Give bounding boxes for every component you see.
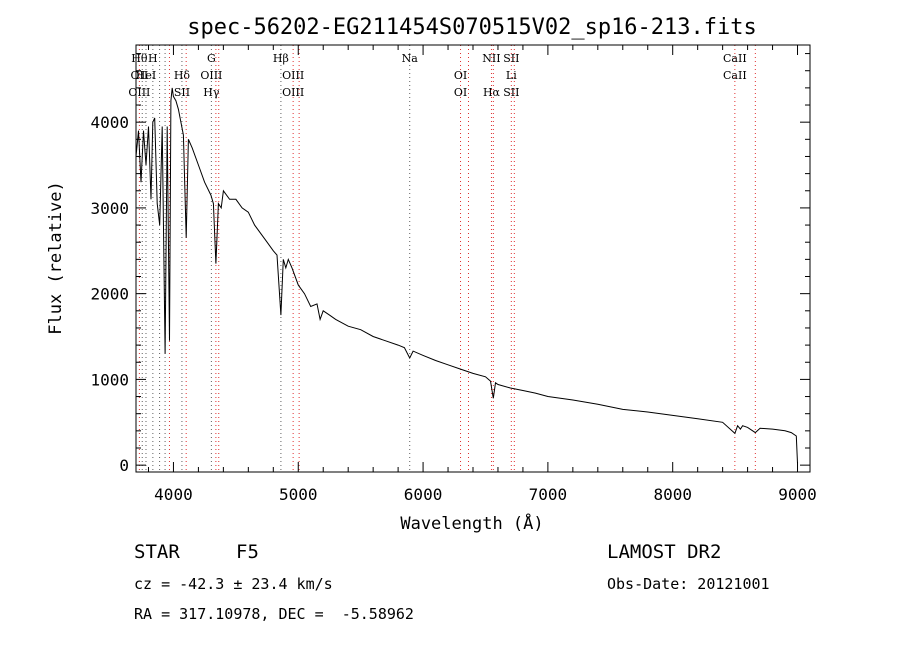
line-label-bot-20: SII <box>503 86 519 99</box>
line-label-mid-2: HeI <box>136 69 156 82</box>
line-label-mid-13: OIII <box>282 69 304 82</box>
line-label-top-20: SII <box>503 52 519 65</box>
line-label-top-3: H <box>148 52 158 65</box>
line-label-top-12: Hβ <box>273 52 289 65</box>
spectral-line-labels: Hθ OII OIII HeI H Hδ SII G OIII Hγ Hβ OIII OIII Na OI O… <box>128 52 746 99</box>
object-subclass: F5 <box>236 541 259 563</box>
line-label-bot-0: OIII <box>128 86 150 99</box>
line-label-bot-16: OI <box>454 86 467 99</box>
x-tick-label-1: 5000 <box>279 485 318 504</box>
x-tick-label-5: 9000 <box>778 485 817 504</box>
x-tick-label-2: 6000 <box>404 485 443 504</box>
ra-dec: RA = 317.10978, DEC = -5.58962 <box>134 605 414 623</box>
line-label-mid-7: Hδ <box>174 69 191 82</box>
y-tick-label-0: 0 <box>119 456 129 475</box>
line-label-mid-0: OII <box>131 69 149 82</box>
x-tick-label-3: 7000 <box>529 485 568 504</box>
y-tick-label-2: 2000 <box>90 285 129 304</box>
object-class: STAR <box>134 541 180 563</box>
x-tick-label-0: 4000 <box>154 485 193 504</box>
line-label-top-15: Na <box>402 52 419 65</box>
y-tick-label-4: 4000 <box>90 113 129 132</box>
obs-date: Obs-Date: 20121001 <box>607 575 770 593</box>
line-label-mid-16: OI <box>454 69 467 82</box>
line-label-bot-13: OIII <box>282 86 304 99</box>
line-label-bot-18: Hα <box>483 86 501 99</box>
y-axis-label: Flux (relative) <box>46 181 66 335</box>
line-label-top-0: Hθ <box>131 52 148 65</box>
line-label-mid-22: CaII <box>723 69 747 82</box>
y-tick-label-1: 1000 <box>90 370 129 389</box>
line-label-mid-9: OIII <box>200 69 222 82</box>
spectrum-line <box>135 87 798 464</box>
line-label-mid-20: Li <box>506 69 517 82</box>
y-tick-label-3: 3000 <box>90 199 129 218</box>
x-axis-label: Wavelength (Å) <box>400 512 543 534</box>
x-tick-label-4: 8000 <box>653 485 692 504</box>
axis-ticks: 4000 5000 6000 7000 8000 9000 0 1000 2000 3000 400… <box>90 45 817 504</box>
line-label-top-18: NII <box>482 52 500 65</box>
line-label-bot-7: SII <box>174 86 190 99</box>
survey-name: LAMOST DR2 <box>607 541 722 563</box>
line-label-top-9: G <box>207 52 216 65</box>
chart-title: spec-56202-EG211454S070515V02_sp16-213.f… <box>187 15 757 40</box>
spectral-line-markers <box>138 45 756 472</box>
plot-frame <box>135 44 811 473</box>
line-label-bot-9: Hγ <box>203 86 220 99</box>
line-label-top-22: CaII <box>723 52 747 65</box>
redshift-cz: cz = -42.3 ± 23.4 km/s <box>134 575 333 593</box>
